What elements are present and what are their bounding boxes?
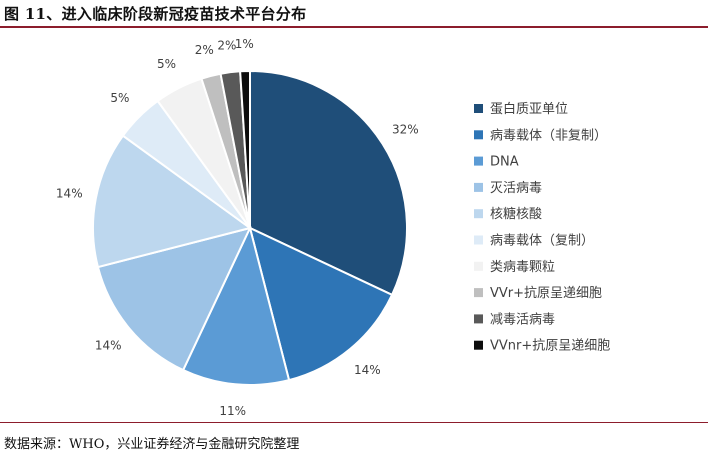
pie-slice-4 bbox=[96, 226, 252, 372]
legend-label-2: 病毒载体（非复制） bbox=[490, 128, 607, 143]
legend-label-4: 灭活病毒 bbox=[490, 181, 542, 196]
legend-label-6: 病毒载体（复制） bbox=[490, 234, 594, 249]
chart-title: 图 11、进入临床阶段新冠疫苗技术平台分布 bbox=[4, 5, 307, 23]
pie-chart: 32%14%11%14%14%5%5%2% 2%1% 蛋白质亚单位病毒载体（非复制… bbox=[56, 37, 610, 418]
pie-slice-1 bbox=[249, 69, 408, 297]
legend-label-8: VVr+抗原呈递细胞 bbox=[490, 286, 602, 301]
data-label-8: 2% bbox=[195, 43, 214, 57]
pie-slice-2 bbox=[248, 226, 394, 382]
data-label-3: 11% bbox=[219, 404, 246, 418]
legend-label-9: 减毒活病毒 bbox=[490, 312, 555, 327]
legend-swatch-9 bbox=[474, 314, 483, 324]
data-label-4: 14% bbox=[95, 338, 122, 352]
legend-swatch-3 bbox=[474, 156, 483, 166]
data-label-7: 5% bbox=[157, 57, 176, 71]
pie-slice-5 bbox=[92, 134, 253, 269]
legend-swatch-8 bbox=[474, 288, 483, 298]
legend-swatch-5 bbox=[474, 209, 483, 219]
pie-data-labels: 32%14%11%14%14%5%5%2% 2%1% bbox=[56, 37, 419, 418]
data-label-1: 32% bbox=[392, 122, 419, 136]
data-label-10: 1% bbox=[235, 37, 254, 51]
pie-slice-3 bbox=[181, 225, 291, 386]
legend-swatch-7 bbox=[474, 261, 483, 271]
data-label-6: 5% bbox=[110, 91, 129, 105]
legend-label-7: 类病毒颗粒 bbox=[490, 260, 555, 275]
legend-label-3: DNA bbox=[490, 155, 519, 170]
source-divider bbox=[0, 422, 708, 423]
legend-swatch-10 bbox=[474, 340, 483, 350]
legend-label-1: 蛋白质亚单位 bbox=[490, 101, 568, 117]
data-label-2: 14% bbox=[354, 363, 381, 377]
legend-swatch-6 bbox=[474, 235, 483, 245]
data-label-9: 2% bbox=[217, 38, 236, 52]
legend-swatch-4 bbox=[474, 182, 483, 192]
title-divider bbox=[0, 26, 708, 28]
legend-label-5: 核糖核酸 bbox=[490, 206, 542, 222]
legend-label-10: VVnr+抗原呈递细胞 bbox=[490, 339, 610, 354]
source-note: 数据来源：WHO，兴业证券经济与金融研究院整理 bbox=[4, 437, 300, 452]
pie-slice-10 bbox=[239, 69, 251, 229]
pie-slices bbox=[92, 69, 408, 386]
legend-swatch-2 bbox=[474, 130, 483, 140]
legend-swatch-1 bbox=[474, 104, 483, 113]
data-label-5: 14% bbox=[56, 187, 83, 201]
